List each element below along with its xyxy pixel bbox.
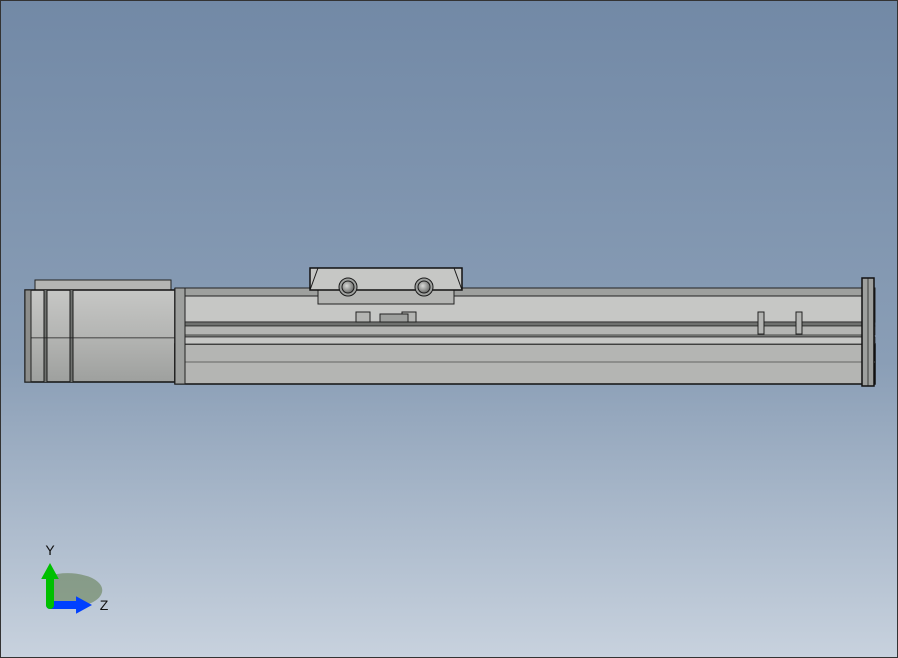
y-axis-label: Y [45, 542, 55, 558]
cad-viewport[interactable]: Y Z [0, 0, 898, 658]
end-cap [862, 278, 874, 386]
z-axis-label: Z [100, 597, 109, 613]
scene-svg: Y Z [0, 0, 898, 658]
motor-block [25, 280, 175, 384]
rail-body [175, 288, 875, 384]
